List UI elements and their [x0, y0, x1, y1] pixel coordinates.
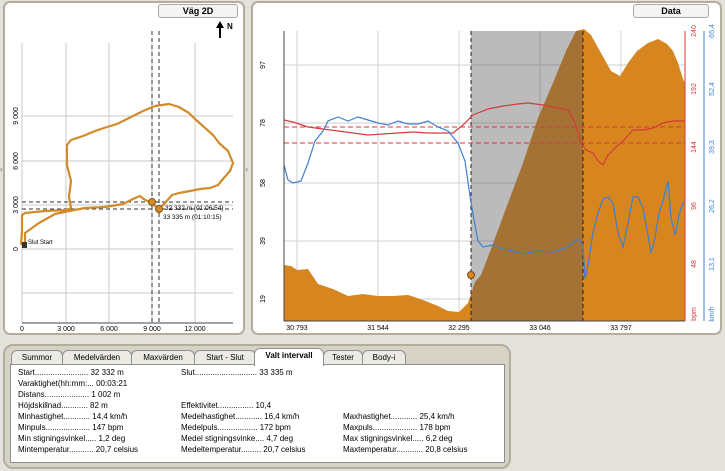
stats-cell: Start........................ 32 332 m: [18, 368, 124, 377]
graph-x-tick: 30 793: [286, 325, 308, 332]
graph-bpm-tick: 192: [691, 83, 698, 95]
map-x-tick: 0: [20, 326, 24, 333]
graph-speed-unit: km/h: [709, 306, 716, 321]
data-panel-title: Data: [633, 4, 709, 18]
graph-bpm-tick: 240: [691, 25, 698, 37]
selection-start-marker[interactable]: [148, 198, 156, 206]
graph-bpm-ticks: 240 192 144 96 48 bpm: [691, 25, 698, 321]
tab-valt-intervall[interactable]: Valt intervall: [254, 348, 324, 366]
stats-cell: Minpuls.................... 147 bpm: [18, 423, 124, 432]
graph-left-tick: 97: [260, 61, 267, 69]
stats-cell: Effektivitet................ 10,4: [181, 401, 272, 410]
stats-cell: Minhastighet............ 14,4 km/h: [18, 412, 128, 421]
interval-stats-table: Start........................ 32 332 m S…: [10, 364, 505, 463]
start-finish-marker-icon: [22, 242, 27, 248]
selection-start-label: 32 332 m (01:06:54): [165, 205, 224, 212]
graph-speed-ticks: 65,4 52,4 39,3 26,2 13,1 km/h: [709, 24, 716, 322]
graph-x-tick: 33 046: [529, 325, 551, 332]
map-y-tick: 0: [13, 247, 20, 251]
north-arrow-icon: [216, 21, 224, 38]
start-finish-label: Slut Start: [28, 240, 53, 246]
map-y-tick: 9 000: [13, 107, 20, 125]
stats-cell: Medelpuls.................. 172 bpm: [181, 423, 291, 432]
map-y-tick: 3 000: [13, 196, 20, 214]
stats-cell: Höjdskillnad............ 82 m: [18, 401, 108, 410]
selection-crosshair: [22, 31, 233, 323]
map-x-tick: 6 000: [100, 326, 118, 333]
map-x-tick: 12 000: [184, 326, 206, 333]
route-map[interactable]: 0 3 000 6 000 9 000 12 000 9 000 6 000 3…: [5, 3, 243, 333]
selected-interval-overlay[interactable]: [471, 31, 583, 321]
tab-maxvarden[interactable]: Maxvärden: [131, 350, 195, 365]
graph-speed-tick: 65,4: [709, 24, 716, 38]
stats-row: Distans.................... 1 002 m: [11, 389, 504, 400]
graph-bpm-unit: bpm: [691, 307, 698, 321]
graph-left-tick: 58: [260, 179, 267, 187]
stats-cell: Mintemperatur........... 20,7 celsius: [18, 445, 139, 454]
stats-cell: Varaktighet(hh:mm:... 00:03:21: [18, 379, 128, 388]
stats-cell: Maxhastighet............ 25,4 km/h: [343, 412, 455, 421]
map-x-ticks: 0 3 000 6 000 9 000 12 000: [20, 326, 206, 333]
stats-cell: Distans.................... 1 002 m: [18, 390, 121, 399]
tab-medelvarden[interactable]: Medelvärden: [62, 350, 132, 365]
graph-speed-tick: 26,2: [709, 199, 716, 213]
map-grid: [21, 43, 233, 323]
graph-speed-tick: 13,1: [709, 257, 716, 271]
graph-speed-tick: 39,3: [709, 140, 716, 154]
collapse-left-icon[interactable]: ‹: [0, 164, 3, 174]
statistics-panel: Summor Medelvärden Maxvärden Start - Slu…: [3, 344, 511, 469]
graph-speed-tick: 52,4: [709, 82, 716, 96]
graph-left-tick: 19: [260, 295, 267, 303]
map-y-tick: 6 000: [13, 152, 20, 170]
stats-row: Start........................ 32 332 m S…: [11, 367, 504, 378]
route-path: [19, 102, 235, 246]
graph-bpm-tick: 144: [691, 141, 698, 153]
data-graph-panel: Data: [251, 1, 722, 335]
collapse-right-icon[interactable]: ›: [245, 164, 248, 174]
stats-cell: Medeltemperatur......... 20,7 celsius: [181, 445, 306, 454]
map-panel-title: Väg 2D: [158, 4, 238, 18]
altitude-area: [284, 29, 685, 321]
data-graph[interactable]: 30 793 31 544 32 295 33 046 33 797 97 78…: [253, 3, 720, 333]
stats-cell: Medelhastighet............ 16,4 km/h: [181, 412, 300, 421]
north-label: N: [227, 22, 233, 31]
graph-x-tick: 31 544: [367, 325, 389, 332]
tab-body-i[interactable]: Body-i: [362, 350, 406, 365]
stats-row: Min stigningsvinkel..... 1,2 deg Medel s…: [11, 433, 504, 444]
stats-row: Mintemperatur........... 20,7 celsius Me…: [11, 444, 504, 455]
stats-row: Minhastighet............ 14,4 km/h Medel…: [11, 411, 504, 422]
graph-bpm-tick: 96: [691, 202, 698, 210]
tab-summor[interactable]: Summor: [11, 350, 63, 365]
map-x-tick: 3 000: [57, 326, 75, 333]
graph-x-ticks: 30 793 31 544 32 295 33 046 33 797: [286, 325, 632, 332]
map-x-tick: 9 000: [143, 326, 161, 333]
graph-left-tick: 39: [260, 237, 267, 245]
stats-row: Höjdskillnad............ 82 m Effektivit…: [11, 400, 504, 411]
graph-bpm-tick: 48: [691, 260, 698, 268]
graph-x-tick: 33 797: [610, 325, 632, 332]
interval-start-point[interactable]: [467, 271, 475, 279]
selection-end-marker[interactable]: [155, 205, 163, 213]
tab-tester[interactable]: Tester: [323, 350, 363, 365]
graph-x-tick: 32 295: [448, 325, 470, 332]
stats-cell: Min stigningsvinkel..... 1,2 deg: [18, 434, 126, 443]
tab-start-slut[interactable]: Start - Slut: [194, 350, 256, 365]
graph-left-tick: 78: [260, 119, 267, 127]
map-y-ticks: 9 000 6 000 3 000 0: [13, 107, 20, 251]
heart-rate-line: [283, 102, 686, 166]
stats-cell: Max stigningsvinkel..... 6,2 deg: [343, 434, 453, 443]
stats-cell: Medel stigningsvinke.... 4,7 deg: [181, 434, 294, 443]
stats-row: Varaktighet(hh:mm:... 00:03:21: [11, 378, 504, 389]
stats-row: Minpuls.................... 147 bpm Mede…: [11, 422, 504, 433]
stats-cell: Slut............................ 33 335 …: [181, 368, 293, 377]
route-map-panel: Väg 2D 0 3 000 6 000 9 000 12 000 9 000 …: [3, 1, 245, 335]
selection-end-label: 33 335 m (01:10:15): [163, 214, 222, 221]
graph-left-ticks: 97 78 58 39 19: [260, 61, 267, 303]
speed-line: [283, 116, 686, 280]
stats-cell: Maxpuls.................... 178 bpm: [343, 423, 451, 432]
stats-cell: Maxtemperatur............ 20,8 celsius: [343, 445, 468, 454]
